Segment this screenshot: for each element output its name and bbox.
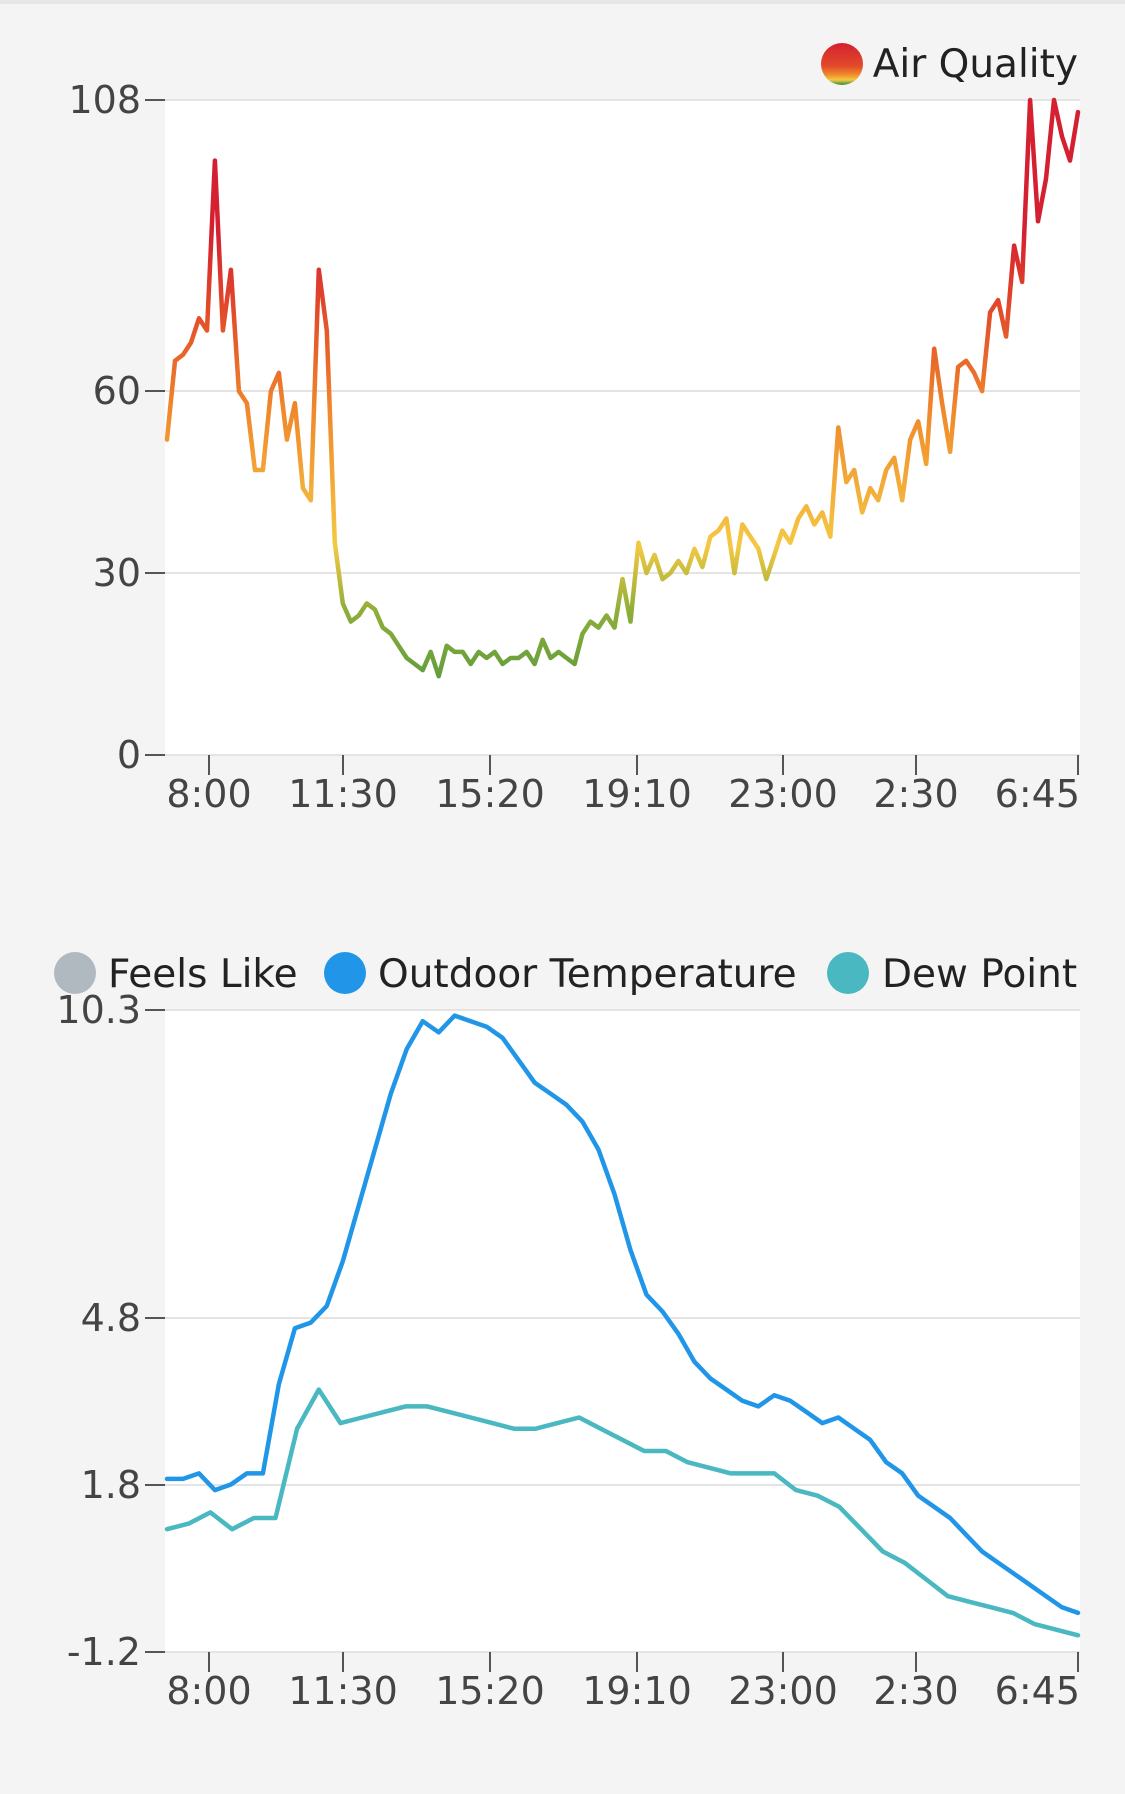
y-tick-label: -1.2 (67, 1630, 141, 1674)
legend-label-dew-point[interactable]: Dew Point (882, 952, 1077, 997)
x-tick-label: 11:30 (288, 772, 398, 816)
x-tick-label: 2:30 (873, 1669, 958, 1713)
x-tick-label: 6:45 (995, 772, 1080, 816)
x-tick-label: 6:45 (995, 1669, 1080, 1713)
series-line-dew-point (164, 1387, 1081, 1638)
x-tick-label: 15:20 (435, 1669, 545, 1713)
y-tick-label: 30 (93, 551, 141, 595)
x-tick-label: 8:00 (166, 1669, 251, 1713)
y-tick-label: 108 (68, 78, 141, 122)
x-tick-label: 15:20 (435, 772, 545, 816)
air-quality-chart: 0 30 60 108 8:00 11:30 15:20 19:10 23:00 2:30 6:45… (68, 42, 1081, 816)
x-tick-label: 8:00 (166, 772, 251, 816)
y-tick-label: 0 (117, 733, 141, 777)
x-tick-label: 19:10 (582, 1669, 692, 1713)
top-divider (0, 0, 1125, 4)
x-tick-label: 2:30 (873, 772, 958, 816)
y-tick-label: 10.3 (56, 988, 141, 1032)
legend-label-feels-like[interactable]: Feels Like (108, 952, 298, 997)
legend-marker-outdoor-temperature[interactable] (324, 952, 366, 994)
y-tick-label: 4.8 (81, 1296, 141, 1340)
y-tick-label: 60 (93, 369, 141, 413)
plot-area (165, 100, 1080, 755)
y-tick-label: 1.8 (81, 1463, 141, 1507)
x-tick-label: 23:00 (728, 772, 838, 816)
legend-marker-dew-point[interactable] (827, 952, 869, 994)
temperature-chart: -1.2 1.8 4.8 10.3 8:00 11:30 15:20 19:10 23:00 2:… (54, 952, 1081, 1713)
legend-marker-air-quality[interactable] (821, 43, 863, 85)
x-tick-label: 19:10 (582, 772, 692, 816)
legend-label-outdoor-temperature[interactable]: Outdoor Temperature (378, 952, 797, 997)
legend-label-air-quality[interactable]: Air Quality (873, 42, 1078, 87)
series-line-air-quality (164, 97, 1081, 679)
x-tick-label: 23:00 (728, 1669, 838, 1713)
plot-area (165, 1010, 1080, 1652)
x-tick-label: 11:30 (288, 1669, 398, 1713)
legend-marker-feels-like[interactable] (54, 952, 96, 994)
series-line-outdoor-temperature (164, 1013, 1081, 1616)
